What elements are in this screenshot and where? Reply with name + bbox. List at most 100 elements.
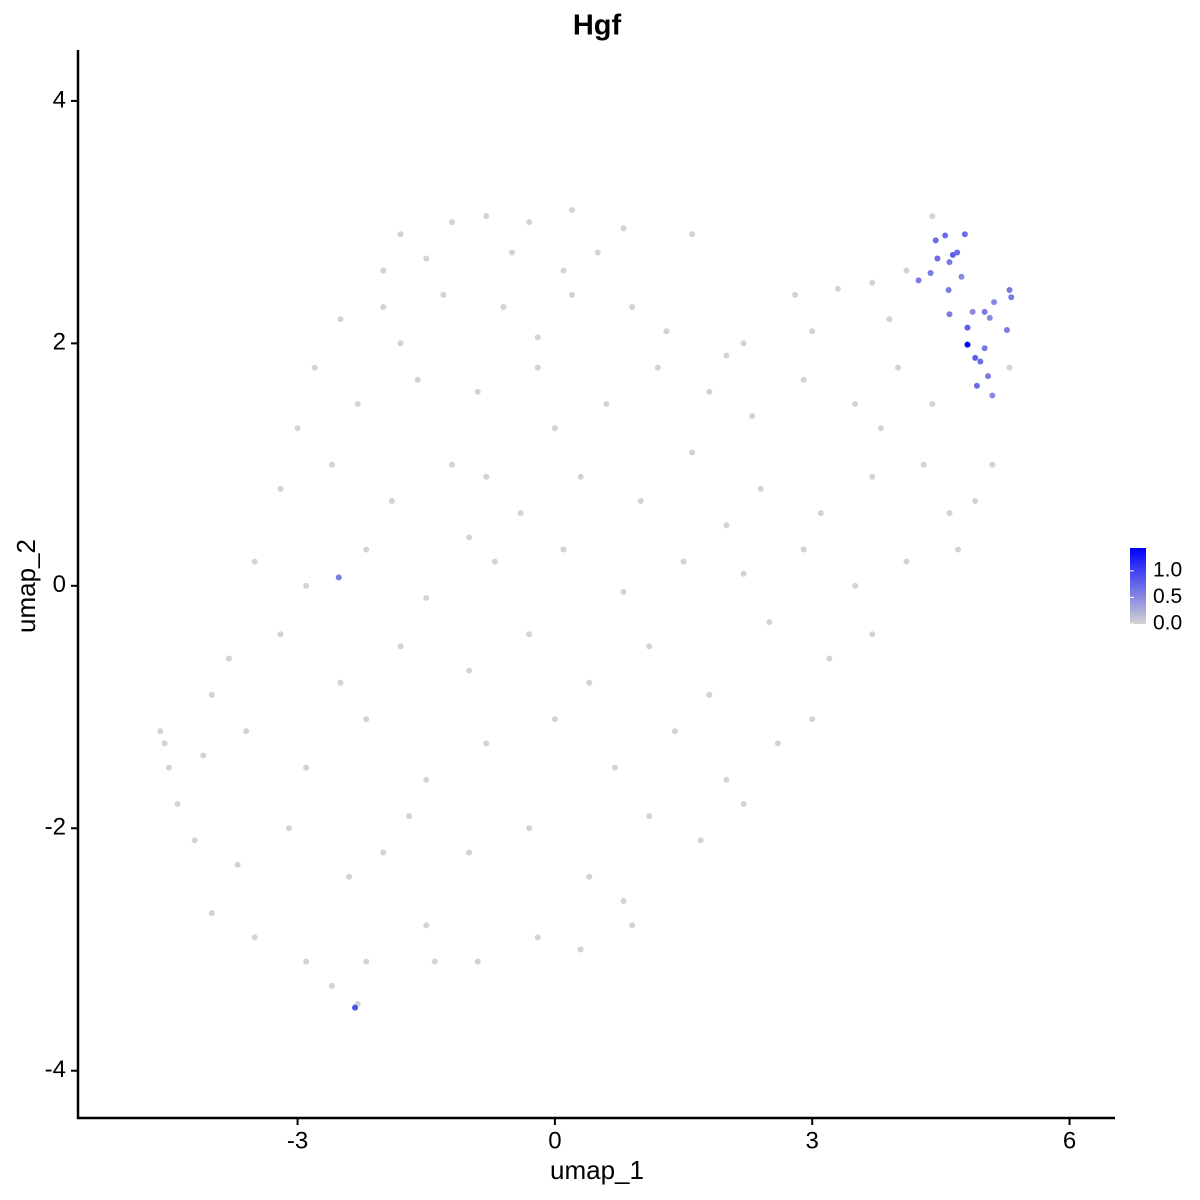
point (927, 270, 934, 277)
point (646, 643, 653, 650)
point (706, 691, 713, 698)
point (560, 267, 567, 274)
point (354, 400, 361, 407)
point (448, 461, 455, 468)
point (208, 691, 215, 698)
point (483, 740, 490, 747)
point (337, 316, 344, 323)
point (929, 400, 936, 407)
point (989, 392, 996, 399)
point (328, 982, 335, 989)
point (165, 764, 172, 771)
point (251, 558, 258, 565)
point (397, 340, 404, 347)
colorbar (1130, 548, 1146, 624)
point (981, 308, 988, 315)
point (243, 728, 250, 735)
point (440, 291, 447, 298)
point (277, 485, 284, 492)
point (886, 316, 893, 323)
y-tick-label: 2 (53, 329, 66, 356)
point (1008, 294, 1015, 301)
point (569, 207, 576, 214)
point (526, 825, 533, 832)
point (942, 232, 949, 239)
point (500, 303, 507, 310)
point (534, 364, 541, 371)
point (920, 461, 927, 468)
point (740, 801, 747, 808)
point (663, 328, 670, 335)
point (991, 299, 998, 306)
point (380, 849, 387, 856)
point (363, 546, 370, 553)
point (671, 728, 678, 735)
point (509, 249, 516, 256)
point (474, 388, 481, 395)
x-tick-label: 3 (806, 1127, 819, 1154)
point (972, 497, 979, 504)
point (517, 510, 524, 517)
point (311, 364, 318, 371)
point (191, 837, 198, 844)
point (706, 388, 713, 395)
point (869, 279, 876, 286)
point (629, 303, 636, 310)
point (560, 546, 567, 553)
point (380, 267, 387, 274)
point (929, 213, 936, 220)
point (981, 345, 988, 352)
x-tick-label: 6 (1063, 1127, 1076, 1154)
point (466, 849, 473, 856)
point (483, 473, 490, 480)
point (1006, 364, 1013, 371)
y-tick-label: -2 (45, 814, 66, 841)
point (157, 728, 164, 735)
point (303, 958, 310, 965)
point (352, 1004, 359, 1011)
point (397, 231, 404, 238)
point (946, 311, 953, 318)
point (363, 716, 370, 723)
y-tick-label: 4 (53, 86, 66, 113)
point (577, 946, 584, 953)
point (380, 303, 387, 310)
point (161, 740, 168, 747)
point (946, 259, 953, 266)
point (809, 328, 816, 335)
colorbar-tick-label: 0.0 (1153, 612, 1182, 635)
point (766, 619, 773, 626)
y-axis-label: umap_2 (11, 539, 41, 633)
point (869, 473, 876, 480)
point (852, 582, 859, 589)
point (620, 225, 627, 232)
colorbar-tick-label: 0.5 (1153, 585, 1182, 608)
point (423, 922, 430, 929)
point (986, 314, 993, 321)
point (303, 764, 310, 771)
point (174, 801, 181, 808)
point (551, 716, 558, 723)
point (932, 237, 939, 244)
point (654, 364, 661, 371)
point (961, 231, 968, 238)
point (577, 473, 584, 480)
point (423, 776, 430, 783)
point (740, 570, 747, 577)
point (251, 934, 258, 941)
point (414, 376, 421, 383)
point (964, 341, 971, 348)
point (817, 510, 824, 517)
point (955, 546, 962, 553)
point (448, 219, 455, 226)
point (388, 497, 395, 504)
point (431, 958, 438, 965)
point (208, 910, 215, 917)
point (620, 588, 627, 595)
point (877, 425, 884, 432)
point (629, 922, 636, 929)
point (946, 510, 953, 517)
x-tick-label: -3 (287, 1127, 308, 1154)
point (526, 631, 533, 638)
point (958, 273, 965, 280)
